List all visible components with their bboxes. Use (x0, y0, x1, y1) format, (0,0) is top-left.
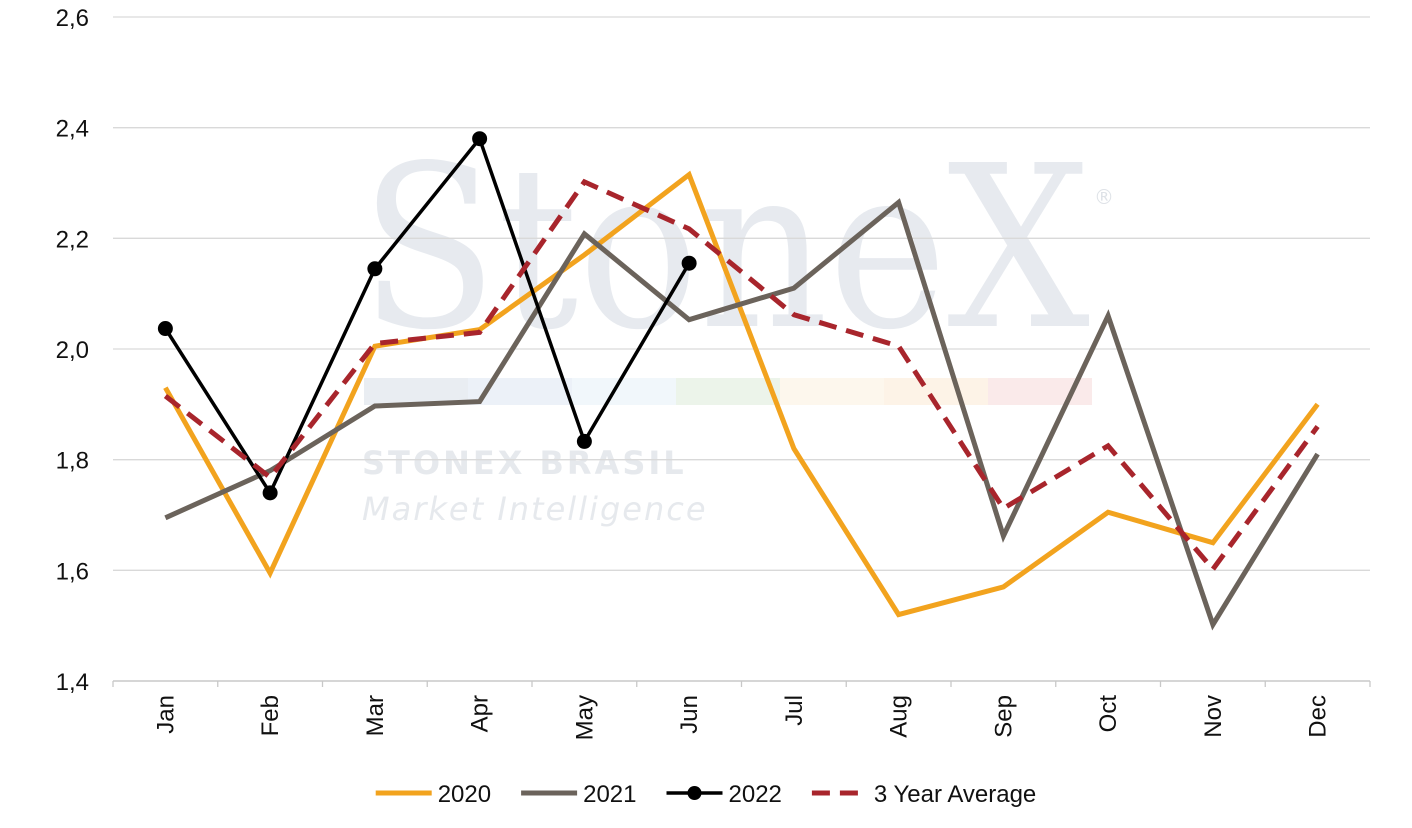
legend-item-2020: 2020 (375, 781, 491, 808)
legend-label-2020: 2020 (438, 781, 491, 808)
x-tick-label-aug: Aug (886, 695, 913, 738)
x-tick-label-nov: Nov (1200, 695, 1227, 738)
watermark-band-segment (676, 378, 780, 405)
watermark-sub-line: Market Intelligence (362, 490, 708, 528)
y-tick-label: 1,8 (56, 448, 89, 475)
watermark-logo-text: StoneX (360, 118, 1090, 380)
y-tick-label: 1,4 (56, 669, 89, 696)
y-tick-label: 1,6 (56, 558, 89, 585)
watermark: StoneX ® STONEX BRASIL Market Intelligen… (360, 118, 1114, 528)
x-tick-label-feb: Feb (257, 695, 284, 736)
y-tick-label: 2,0 (56, 337, 89, 364)
watermark-brand-line: STONEX BRASIL (362, 444, 687, 482)
y-tick-label: 2,2 (56, 226, 89, 253)
y-axis: 1,4 1,6 1,8 2,0 2,2 2,4 2,6 (56, 5, 89, 696)
series-lines (157, 131, 1320, 631)
y-tick-label: 2,6 (56, 5, 89, 32)
x-tick-label-may: May (571, 695, 598, 740)
legend-label-3-year-average: 3 Year Average (874, 781, 1036, 808)
legend: 2020 2021 2022 3 Year Average (375, 781, 1036, 808)
x-tick-label-sep: Sep (990, 695, 1017, 738)
legend-item-2022: 2022 (666, 781, 782, 808)
x-tick-label-jul: Jul (781, 695, 808, 726)
data-point-2022-feb (262, 485, 278, 501)
x-tick-label-dec: Dec (1305, 695, 1332, 738)
legend-label-2022: 2022 (729, 781, 782, 808)
series-line-2020 (163, 170, 1320, 618)
x-tick-label-apr: Apr (467, 695, 494, 732)
gridlines (113, 16, 1370, 682)
y-tick-label: 2,4 (56, 116, 89, 143)
watermark-color-band (364, 378, 1092, 405)
data-point-2022-jan (157, 321, 173, 337)
series-line-3-year-average (163, 178, 1320, 574)
watermark-band-segment (780, 378, 884, 405)
legend-item-3-year-average: 3 Year Average (811, 781, 1036, 808)
data-point-2022-apr (472, 131, 488, 147)
data-point-2022-may (576, 433, 592, 449)
series-line-2022 (163, 135, 691, 497)
legend-label-2021: 2021 (583, 781, 636, 808)
watermark-band-segment (572, 378, 676, 405)
legend-marker-2022 (687, 786, 702, 800)
watermark-registered-mark: ® (1094, 185, 1114, 209)
data-point-2022-jun (681, 255, 697, 271)
x-tick-label-jan: Jan (152, 695, 179, 734)
series-line-2021 (164, 198, 1320, 631)
legend-item-2021: 2021 (521, 781, 636, 808)
x-tick-label-jun: Jun (676, 695, 703, 734)
data-point-2022-mar (367, 261, 383, 277)
x-axis: Jan Feb Mar Apr May Jun Jul Aug Sep Oct Nov Dec (112, 681, 1371, 740)
x-tick-label-mar: Mar (362, 695, 389, 736)
x-tick-label-oct: Oct (1095, 695, 1122, 733)
